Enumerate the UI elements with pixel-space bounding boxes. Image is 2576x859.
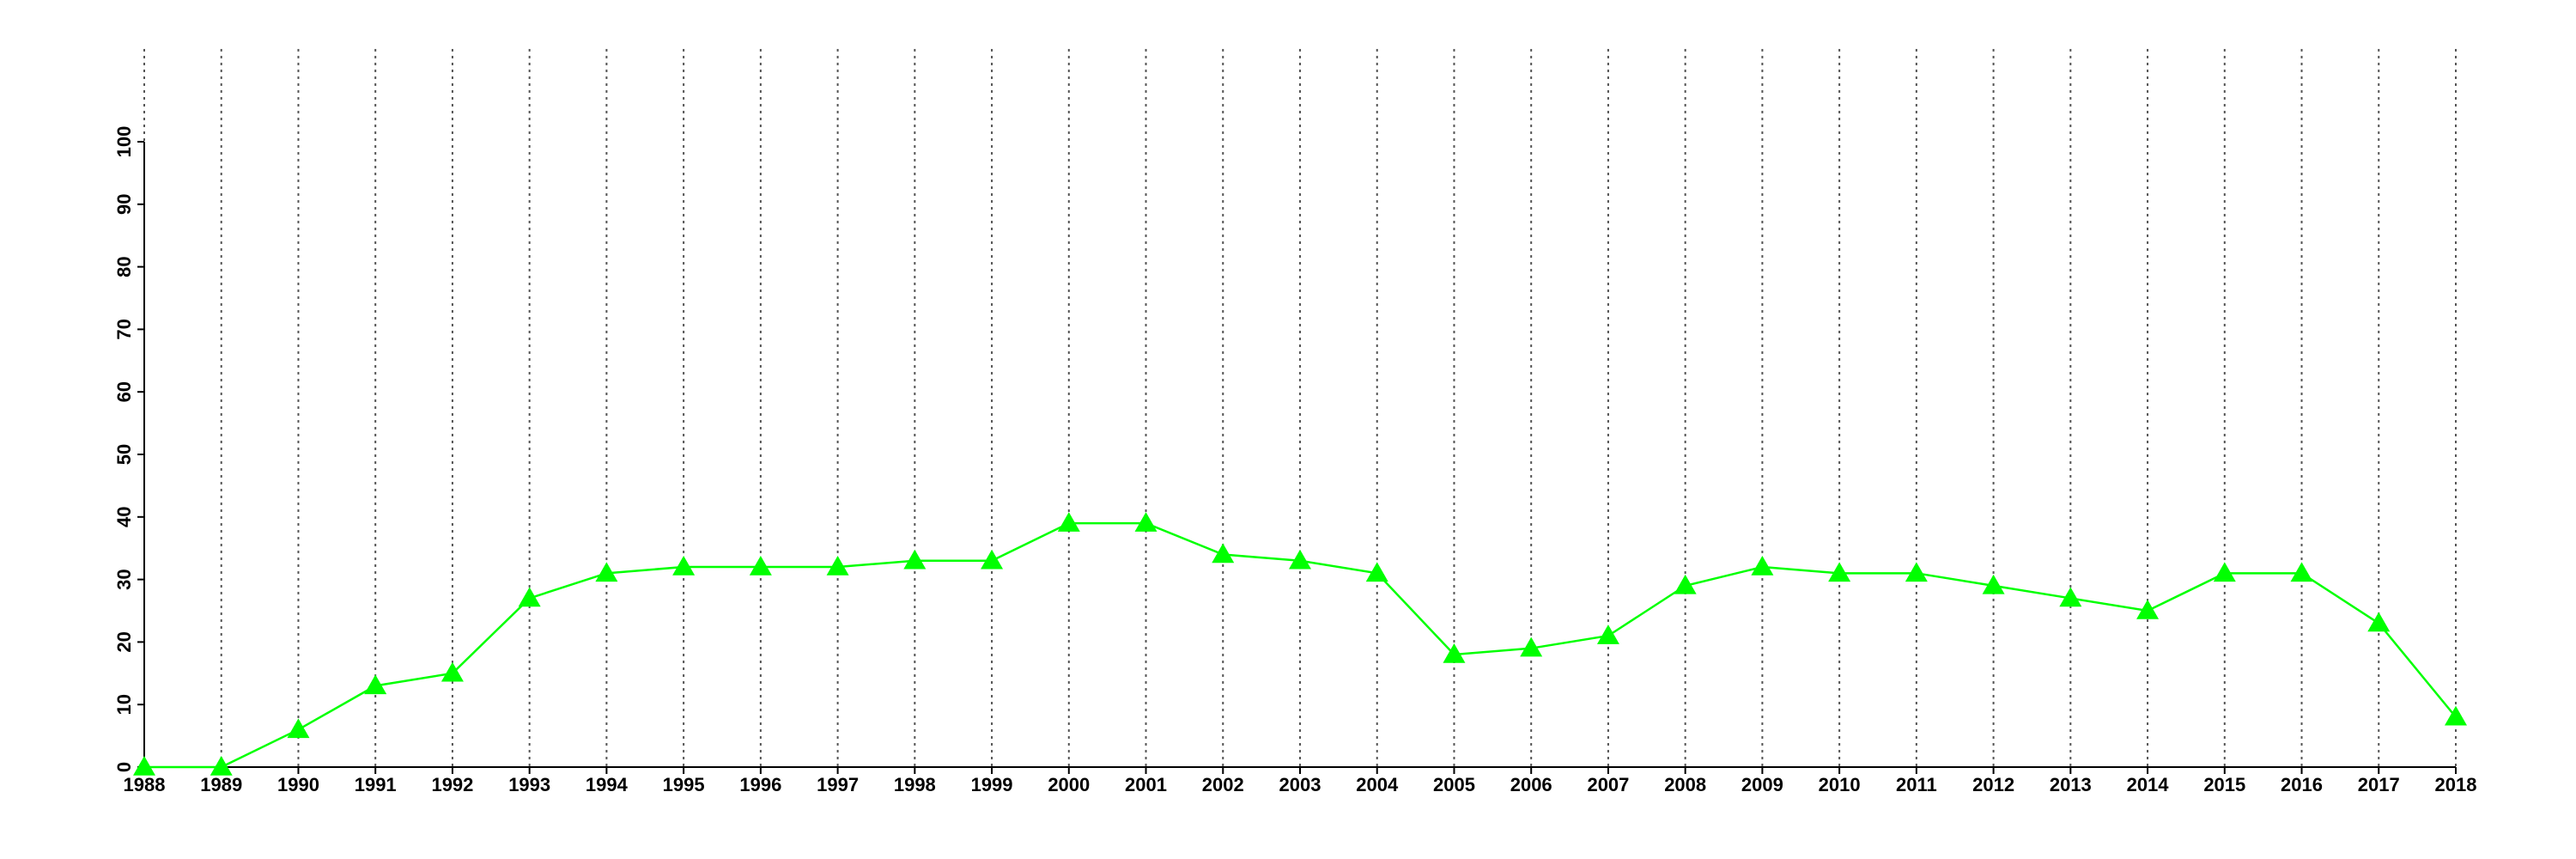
x-tick-label: 1994 <box>586 774 629 795</box>
marker <box>364 674 387 695</box>
y-tick-label: 30 <box>113 569 135 589</box>
x-tick-label: 2011 <box>1896 774 1937 795</box>
marker <box>2059 587 2082 607</box>
x-tick-label: 1990 <box>277 774 319 795</box>
y-tick-label: 20 <box>113 631 135 652</box>
x-tick-label: 2012 <box>1972 774 2014 795</box>
marker <box>210 756 233 776</box>
x-tick-label: 1989 <box>200 774 242 795</box>
marker <box>1520 637 1543 657</box>
marker <box>1289 549 1311 570</box>
marker <box>1905 562 1928 582</box>
marker <box>2290 562 2313 582</box>
marker <box>903 549 927 570</box>
x-tick-label: 1992 <box>431 774 473 795</box>
marker <box>1134 512 1157 532</box>
y-tick-label: 90 <box>113 194 135 215</box>
x-tick-label: 2013 <box>2050 774 2092 795</box>
marker <box>1212 543 1235 564</box>
x-tick-label: 2014 <box>2127 774 2170 795</box>
x-tick-label: 1998 <box>894 774 936 795</box>
marker <box>2136 600 2160 619</box>
marker <box>440 661 464 682</box>
marker <box>826 556 849 576</box>
marker <box>981 549 1004 570</box>
marker <box>1982 574 2005 594</box>
marker <box>518 587 541 607</box>
x-tick-label: 2003 <box>1279 774 1321 795</box>
marker <box>1751 556 1774 576</box>
x-tick-label: 2001 <box>1125 774 1167 795</box>
marker <box>287 718 310 739</box>
marker <box>672 556 696 576</box>
x-tick-label: 2000 <box>1048 774 1090 795</box>
x-tick-label: 2006 <box>1510 774 1552 795</box>
y-tick-label: 0 <box>113 762 135 772</box>
y-tick-label: 60 <box>113 381 135 402</box>
x-tick-label: 2016 <box>2281 774 2323 795</box>
marker <box>2445 705 2467 726</box>
marker <box>1057 512 1080 532</box>
marker <box>1443 643 1466 663</box>
marker <box>595 562 618 582</box>
x-tick-label: 2008 <box>1664 774 1706 795</box>
marker <box>133 756 155 776</box>
x-tick-label: 2018 <box>2435 774 2477 795</box>
y-tick-label: 70 <box>113 319 135 339</box>
marker <box>749 556 772 576</box>
y-tick-label: 10 <box>113 694 135 715</box>
marker <box>2367 612 2391 632</box>
x-tick-label: 2004 <box>1356 774 1399 795</box>
x-tick-label: 2009 <box>1741 774 1783 795</box>
x-tick-label: 1995 <box>663 774 705 795</box>
y-tick-label: 40 <box>113 507 135 527</box>
y-tick-label: 100 <box>113 126 135 158</box>
x-tick-label: 1997 <box>817 774 859 795</box>
x-tick-label: 2017 <box>2358 774 2400 795</box>
marker <box>1828 562 1851 582</box>
x-tick-label: 1999 <box>971 774 1013 795</box>
marker <box>2213 562 2236 582</box>
x-tick-label: 1988 <box>124 774 166 795</box>
x-tick-label: 2010 <box>1819 774 1861 795</box>
marker <box>1674 574 1697 594</box>
x-tick-label: 1993 <box>508 774 550 795</box>
y-tick-label: 80 <box>113 256 135 277</box>
x-tick-label: 2015 <box>2203 774 2245 795</box>
x-tick-label: 2005 <box>1433 774 1475 795</box>
marker <box>1596 624 1619 644</box>
x-tick-label: 1991 <box>355 774 397 795</box>
x-tick-label: 1996 <box>739 774 781 795</box>
y-tick-label: 50 <box>113 444 135 465</box>
x-tick-label: 2007 <box>1587 774 1629 795</box>
marker <box>1365 562 1388 582</box>
x-tick-label: 2002 <box>1202 774 1244 795</box>
